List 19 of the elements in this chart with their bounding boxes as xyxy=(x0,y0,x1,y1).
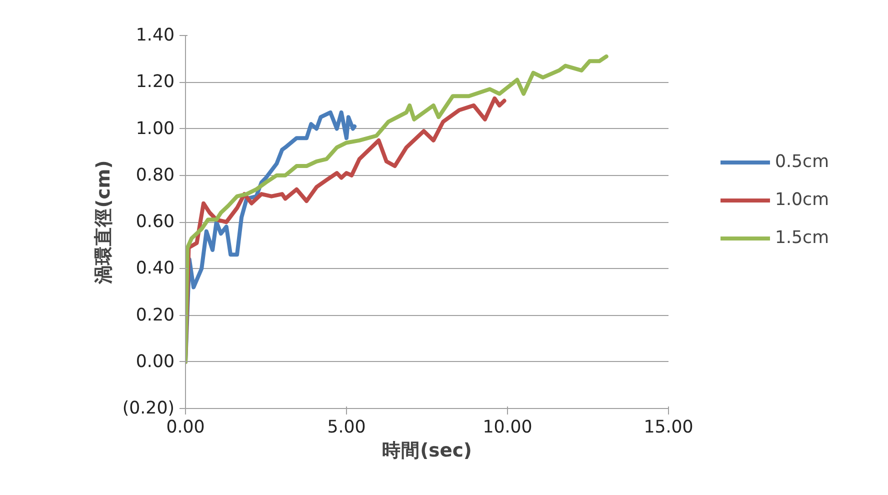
y-tick-label: 0.40 xyxy=(136,258,175,279)
x-axis-title: 時間(sec) xyxy=(382,440,472,462)
legend-label: 1.0cm xyxy=(775,190,829,210)
x-tick-label: 5.00 xyxy=(327,418,366,438)
x-tick-label: 10.00 xyxy=(482,418,532,438)
y-tick-label: 1.00 xyxy=(136,118,175,139)
y-tick-label: (0.20) xyxy=(122,398,175,418)
y-tick-label: 0.00 xyxy=(136,352,175,372)
legend-label: 1.5cm xyxy=(775,228,829,248)
legend-label: 0.5cm xyxy=(775,152,829,172)
y-tick-label: 1.40 xyxy=(136,26,175,46)
y-tick-label: 0.80 xyxy=(136,165,175,186)
x-tick-label: 0.00 xyxy=(166,418,205,438)
line-series xyxy=(186,54,608,364)
y-tick-label: 1.20 xyxy=(136,72,175,92)
y-tick-label: 0.60 xyxy=(136,212,175,232)
y-tick-label: 0.20 xyxy=(136,305,175,326)
y-axis-title: 渦環直徑(cm) xyxy=(92,160,114,285)
x-tick-label: 15.00 xyxy=(644,418,694,438)
